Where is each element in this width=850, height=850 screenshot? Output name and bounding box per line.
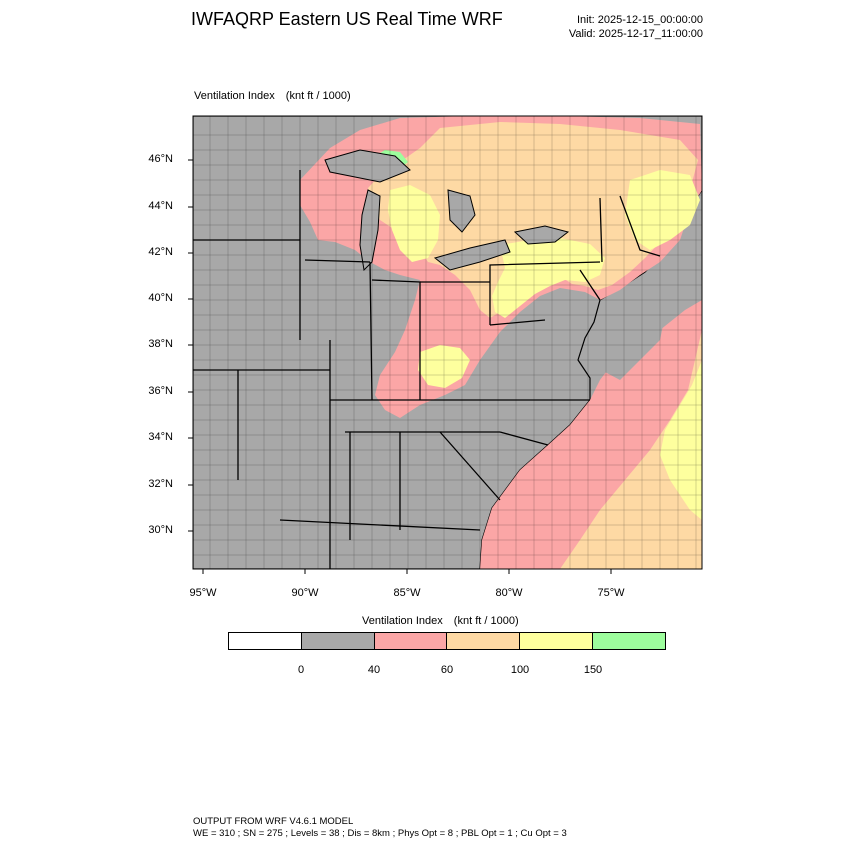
colorbar-title: Ventilation Index (knt ft / 1000): [362, 615, 519, 627]
map-frame: [192, 115, 703, 570]
lat-label-44: 44°N: [148, 200, 173, 212]
lat-label-42: 42°N: [148, 246, 173, 258]
time-info: Init: 2025-12-15_00:00:00 Valid: 2025-12…: [569, 13, 703, 41]
field-name: Ventilation Index: [194, 90, 275, 102]
colorbar-box-green: [593, 633, 665, 649]
lat-ticks: [188, 159, 193, 532]
colorbar-box-gray: [301, 633, 375, 649]
colorbar-tick-0: 0: [297, 664, 305, 676]
lon-label-85: 85°W: [393, 587, 421, 599]
lat-label-38: 38°N: [148, 338, 173, 350]
lon-label-90: 90°W: [291, 587, 319, 599]
field-label: Ventilation Index (knt ft / 1000): [194, 90, 351, 102]
lon-label-80: 80°W: [495, 587, 523, 599]
colorbar-box-yellow: [520, 633, 594, 649]
colorbar-field-name: Ventilation Index: [362, 615, 443, 627]
colorbar: [228, 632, 666, 650]
map-content: [193, 116, 702, 569]
lon-ticks: [202, 569, 612, 574]
lat-label-46: 46°N: [148, 153, 173, 165]
init-time: Init: 2025-12-15_00:00:00: [577, 14, 703, 26]
colorbar-box-orange: [447, 633, 521, 649]
lat-label-30: 30°N: [148, 524, 173, 536]
lat-label-36: 36°N: [148, 385, 173, 397]
plot-title: IWFAQRP Eastern US Real Time WRF: [191, 9, 503, 29]
lat-label-34: 34°N: [148, 431, 173, 443]
model-info: OUTPUT FROM WRF V4.6.1 MODEL WE = 310 ; …: [193, 816, 567, 840]
colorbar-tick-100: 100: [510, 664, 530, 676]
colorbar-box-white: [229, 633, 302, 649]
valid-time: Valid: 2025-12-17_11:00:00: [568, 28, 703, 40]
lon-label-75: 75°W: [597, 587, 625, 599]
colorbar-field-units: (knt ft / 1000): [453, 615, 519, 627]
model-info-line2: WE = 310 ; SN = 275 ; Levels = 38 ; Dis …: [193, 828, 567, 839]
lat-label-32: 32°N: [148, 478, 173, 490]
colorbar-tick-150: 150: [583, 664, 603, 676]
colorbar-tick-40: 40: [367, 664, 381, 676]
lon-label-95: 95°W: [189, 587, 217, 599]
ventilation-region-yellow-michigan: [388, 185, 440, 262]
colorbar-tick-60: 60: [440, 664, 454, 676]
ventilation-region-orange-atlantic: [560, 330, 702, 569]
ventilation-region-yellow-north: [492, 238, 605, 318]
lat-label-40: 40°N: [148, 292, 173, 304]
colorbar-box-pink: [374, 633, 448, 649]
field-units: (knt ft / 1000): [285, 90, 351, 102]
model-info-line1: OUTPUT FROM WRF V4.6.1 MODEL: [193, 816, 354, 827]
county-borders: [193, 116, 702, 569]
